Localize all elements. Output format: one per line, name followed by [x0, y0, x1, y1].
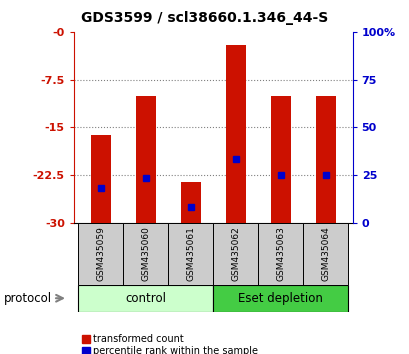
Bar [123, 223, 168, 285]
Bar [90, 135, 110, 223]
Bar [78, 223, 123, 285]
Text: GSM435064: GSM435064 [320, 227, 329, 281]
Bar [78, 285, 213, 312]
Text: control: control [125, 292, 166, 305]
Text: GSM435062: GSM435062 [231, 227, 240, 281]
Text: GDS3599 / scl38660.1.346_44-S: GDS3599 / scl38660.1.346_44-S [81, 11, 328, 25]
Bar [270, 96, 290, 223]
Text: Eset depletion: Eset depletion [238, 292, 322, 305]
Bar [225, 45, 245, 223]
Text: GSM435061: GSM435061 [186, 227, 195, 281]
Bar [213, 223, 258, 285]
Text: GSM435060: GSM435060 [141, 227, 150, 281]
Bar [213, 285, 347, 312]
Bar [302, 223, 347, 285]
Text: protocol: protocol [4, 292, 52, 305]
Bar [258, 223, 302, 285]
Bar [135, 96, 155, 223]
Text: GSM435059: GSM435059 [96, 227, 105, 281]
Bar [168, 223, 213, 285]
Text: GSM435063: GSM435063 [276, 227, 284, 281]
Bar [315, 96, 335, 223]
Legend: transformed count, percentile rank within the sample: transformed count, percentile rank withi… [79, 331, 261, 354]
Bar [180, 182, 200, 223]
